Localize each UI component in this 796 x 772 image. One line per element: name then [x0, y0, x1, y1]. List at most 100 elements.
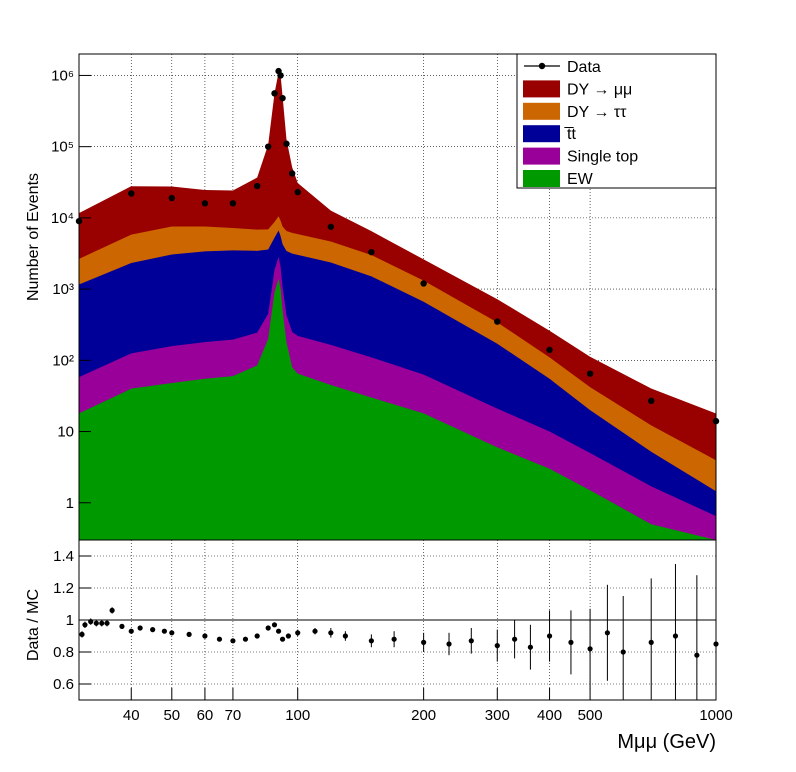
ratio-marker: [216, 636, 223, 642]
x-tick-label: 60: [197, 707, 214, 724]
data-point: [201, 200, 209, 207]
ratio-marker: [271, 622, 278, 628]
stacked-areas: [79, 72, 716, 540]
area-ew-0: [79, 278, 716, 540]
data-point: [229, 200, 237, 207]
data-point: [327, 223, 335, 230]
ratio-marker: [620, 649, 626, 655]
data-point: [546, 346, 553, 354]
ratio-marker: [494, 643, 500, 649]
x-axis: 40 50 60 70 100 200 300 400 500 1000: [123, 688, 733, 724]
ratio-point: [328, 628, 334, 638]
ratio-marker: [648, 639, 654, 646]
ratio-y-tick-label: 1.4: [53, 548, 74, 565]
x-tick-label: 40: [123, 707, 140, 724]
data-point: [271, 90, 278, 97]
ratio-point: [169, 630, 175, 636]
ratio-point: [672, 564, 679, 700]
ratio-point: [216, 636, 223, 642]
ratio-marker: [368, 638, 374, 644]
data-point: [494, 318, 501, 325]
x-tick-label: 400: [537, 707, 562, 724]
ratio-point: [648, 578, 654, 700]
ratio-point: [230, 638, 236, 644]
x-tick-label: 100: [285, 707, 310, 724]
ratio-point: [527, 624, 534, 670]
ratio-y-tick-label: 1: [66, 612, 74, 629]
ratio-marker: [104, 620, 110, 626]
ratio-point: [128, 628, 134, 634]
ratio-y-tick-label: 0.8: [53, 644, 74, 661]
legend-swatch: [523, 102, 560, 120]
ratio-marker: [169, 630, 175, 636]
ratio-marker: [202, 633, 208, 639]
ratio-point: [312, 628, 318, 635]
ratio-marker: [186, 631, 192, 638]
x-tick-label: 500: [578, 707, 603, 724]
main-panel: 1 10 10² 10³ 10⁴ 10⁵ 10⁶ Number of Events: [25, 53, 720, 541]
data-point: [168, 194, 175, 202]
main-y-tick-label: 10³: [52, 281, 74, 298]
ratio-marker: [99, 620, 105, 626]
ratio-point: [391, 631, 397, 648]
ratio-point: [421, 632, 427, 652]
data-point: [279, 94, 286, 102]
data-point: [277, 72, 284, 79]
ratio-marker: [230, 638, 236, 644]
ratio-point: [254, 633, 260, 639]
main-y-axis-title: Number of Events: [25, 173, 42, 301]
legend-label: DY → μμ: [567, 81, 632, 98]
ratio-marker: [568, 639, 574, 646]
ratio-point: [137, 625, 143, 631]
legend-box: [516, 53, 717, 189]
ratio-point: [368, 634, 374, 648]
x-tick-label: 300: [485, 707, 510, 724]
legend-swatch: [523, 170, 560, 187]
main-y-tick-label: 10⁴: [51, 210, 74, 227]
ratio-point: [265, 625, 271, 631]
legend: Data DY → μμ DY → ττ t̅t Single top EW: [516, 53, 717, 189]
ratio-point: [494, 629, 500, 662]
ratio-marker: [285, 633, 291, 639]
ratio-panel: 0.6 0.8 1 1.2 1.4 40 50 60 70 100 200 300 400 500 100…: [25, 539, 733, 753]
ratio-marker: [161, 628, 167, 634]
ratio-point: [620, 596, 626, 700]
data-point: [128, 190, 135, 197]
ratio-marker: [93, 620, 99, 626]
ratio-point: [202, 633, 208, 639]
ratio-marker: [512, 636, 518, 642]
main-y-axis: 1 10 10² 10³ 10⁴ 10⁵ 10⁶: [51, 67, 91, 512]
main-y-tick-label: 10²: [52, 352, 74, 369]
legend-entry: EW: [523, 170, 594, 188]
ratio-marker: [79, 631, 85, 638]
ratio-marker: [391, 636, 397, 642]
x-tick-label: 200: [411, 707, 436, 724]
ratio-marker: [109, 607, 115, 614]
legend-label: t̅t: [564, 126, 576, 143]
ratio-point: [186, 631, 192, 638]
ratio-point: [604, 584, 610, 681]
ratio-point: [109, 607, 115, 614]
ratio-marker: [546, 633, 553, 639]
ratio-marker: [128, 628, 134, 634]
ratio-point: [468, 628, 474, 654]
ratio-marker: [312, 628, 318, 634]
data-point: [368, 248, 375, 256]
ratio-point: [512, 620, 518, 659]
legend-entry: t̅t: [523, 125, 576, 143]
data-point: [288, 170, 296, 177]
ratio-marker: [342, 633, 348, 639]
ratio-marker: [279, 636, 286, 642]
ratio-marker: [265, 625, 271, 631]
ratio-point: [342, 631, 348, 641]
x-tick-label: 1000: [699, 707, 732, 724]
ratio-point: [271, 622, 278, 628]
ratio-marker: [150, 627, 156, 633]
ratio-point: [279, 636, 286, 642]
ratio-marker: [672, 633, 679, 639]
legend-swatch: [523, 80, 560, 98]
ratio-point: [587, 608, 593, 689]
main-y-tick-label: 10: [57, 424, 74, 441]
ratio-point: [694, 575, 700, 700]
